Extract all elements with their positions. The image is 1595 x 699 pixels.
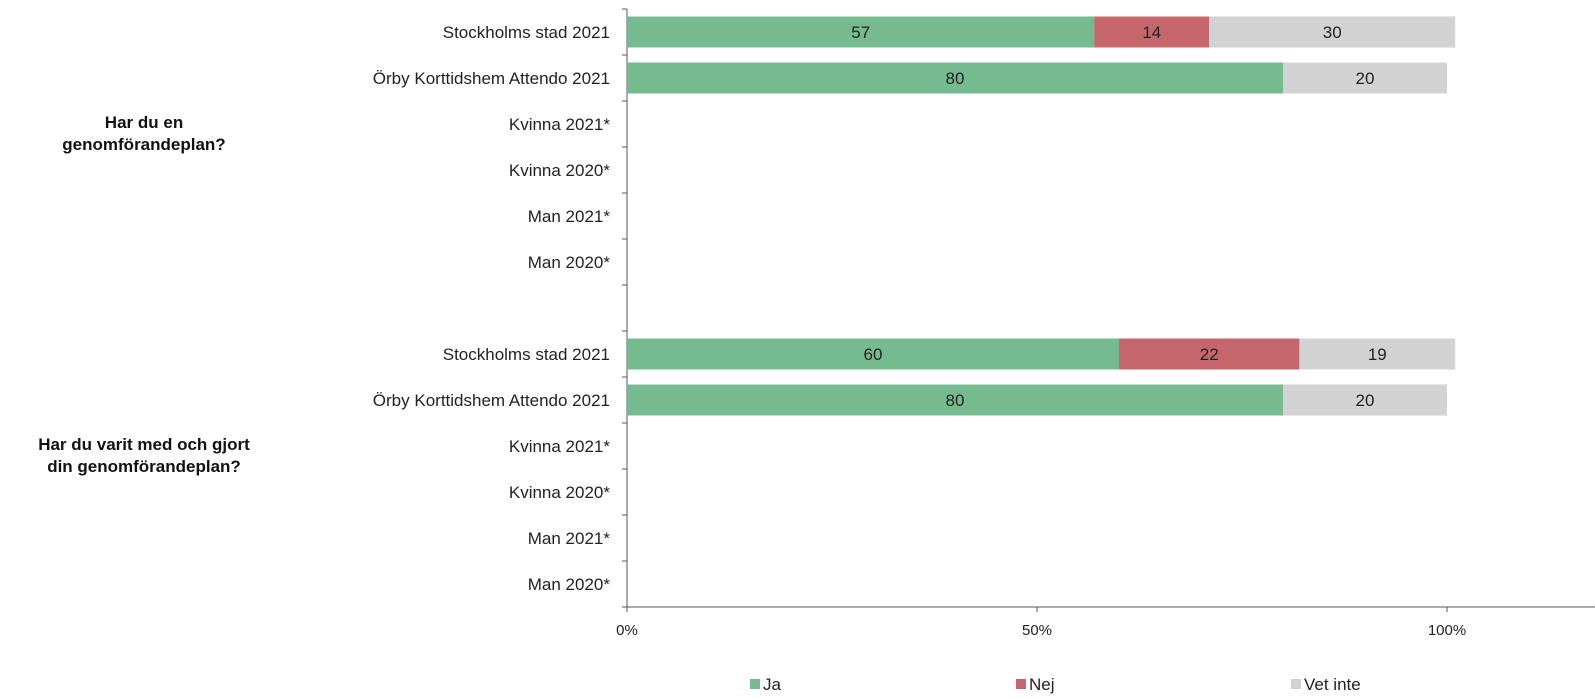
legend-swatch: [1016, 679, 1026, 689]
legend-label: Ja: [763, 675, 782, 694]
chart-labels: Stockholms stad 2021 Örby Korttidshem Att…: [38, 23, 610, 594]
row-label: Stockholms stad 2021: [443, 345, 610, 364]
row-label: Kvinna 2021*: [509, 115, 611, 134]
bar-value-label: 80: [946, 391, 965, 410]
row-label: Örby Korttidshem Attendo 2021: [373, 69, 610, 88]
group-label: Har du varit med och gjort: [38, 435, 250, 454]
bar-segment: [627, 384, 1283, 416]
row-label: Man 2021*: [528, 207, 611, 226]
row-label: Man 2021*: [528, 529, 611, 548]
x-tick-label: 100%: [1428, 622, 1466, 639]
row-label: Kvinna 2020*: [509, 483, 611, 502]
row-label: Man 2020*: [528, 253, 611, 272]
chart-bars: 57 14 30 80 20 60 22 19 80 20: [627, 16, 1456, 416]
legend-label: Nej: [1029, 675, 1055, 694]
bar-segment: [1299, 338, 1456, 370]
row-label: Stockholms stad 2021: [443, 23, 610, 42]
bar-value-label: 20: [1356, 391, 1375, 410]
bar-value-label: 20: [1356, 69, 1375, 88]
bar-segment: [1094, 16, 1210, 48]
group-label: genomförandeplan?: [62, 135, 225, 154]
x-tick-label: 0%: [616, 622, 638, 639]
bar-value-label: 14: [1142, 23, 1161, 42]
bar-segment: [627, 16, 1095, 48]
bar-value-label: 60: [864, 345, 883, 364]
legend-swatch: [1291, 679, 1301, 689]
bar-segment: [1119, 338, 1300, 370]
bar-value-label: 19: [1368, 345, 1387, 364]
group-label: din genomförandeplan?: [47, 457, 241, 476]
row-label: Kvinna 2020*: [509, 161, 611, 180]
bar-segment: [627, 338, 1119, 370]
bar-value-label: 22: [1200, 345, 1219, 364]
chart-legend: Ja Nej Vet inte: [750, 675, 1361, 694]
bar-segment: [1283, 384, 1447, 416]
chart-axes: 0% 50% 100%: [616, 8, 1595, 639]
bar-value-label: 30: [1323, 23, 1342, 42]
legend-swatch: [750, 679, 760, 689]
legend-label: Vet inte: [1304, 675, 1361, 694]
bar-segment: [627, 62, 1283, 94]
x-tick-label: 50%: [1022, 622, 1052, 639]
row-label: Man 2020*: [528, 575, 611, 594]
bar-value-label: 80: [946, 69, 965, 88]
bar-segment: [1283, 62, 1447, 94]
row-label: Kvinna 2021*: [509, 437, 611, 456]
row-label: Örby Korttidshem Attendo 2021: [373, 391, 610, 410]
bar-segment: [1209, 16, 1456, 48]
bar-value-label: 57: [851, 23, 870, 42]
group-label: Har du en: [105, 113, 183, 132]
